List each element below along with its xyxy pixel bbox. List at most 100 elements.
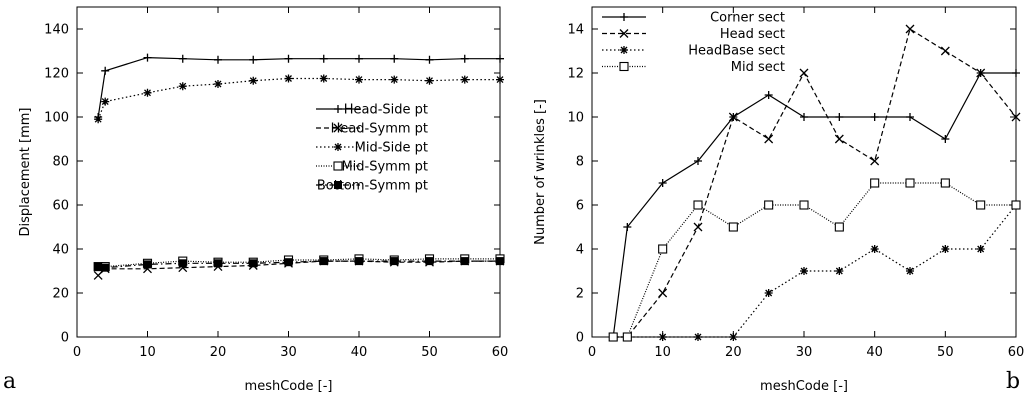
- data-point: [694, 157, 702, 165]
- series-line: [613, 182, 1016, 338]
- data-point: [460, 257, 469, 266]
- legend-marker: [620, 46, 628, 54]
- data-point: [694, 333, 702, 341]
- data-point: [319, 257, 328, 266]
- data-point: [906, 267, 914, 275]
- data-point: [355, 54, 363, 63]
- data-point: [800, 267, 808, 275]
- data-point: [941, 245, 950, 253]
- data-point: [940, 178, 950, 188]
- x-tick-label: 30: [280, 345, 297, 360]
- legend-marker: [334, 181, 342, 189]
- data-point: [178, 259, 187, 268]
- x-tick-label: 50: [937, 345, 954, 360]
- series-line: [97, 77, 500, 120]
- data-point: [214, 80, 222, 88]
- series-head-side-pt: [94, 53, 504, 121]
- y-tick-label: 6: [576, 199, 584, 214]
- data-point: [693, 200, 703, 210]
- y-axis-label: Displacement [mm]: [18, 108, 33, 237]
- data-point: [101, 263, 110, 272]
- data-point: [870, 156, 880, 166]
- data-point: [940, 46, 950, 56]
- legend-marker: [334, 105, 342, 113]
- x-tick-label: 20: [725, 345, 742, 360]
- series-head-symm-pt: [93, 256, 505, 280]
- y-tick-label: 120: [44, 67, 69, 82]
- x-tick-label: 40: [351, 345, 368, 360]
- data-point: [425, 76, 434, 85]
- legend-marker: [619, 61, 629, 72]
- series-bottom-symm-pt: [94, 257, 504, 272]
- data-point: [249, 259, 258, 268]
- data-point: [941, 135, 950, 143]
- data-point: [1012, 69, 1020, 77]
- data-point: [608, 332, 618, 342]
- y-tick-label: 4: [576, 243, 584, 258]
- x-tick-label: 10: [139, 345, 156, 360]
- data-point: [623, 223, 632, 231]
- y-tick-label: 14: [567, 23, 584, 38]
- data-point: [658, 244, 668, 254]
- data-point: [390, 257, 399, 266]
- x-tick-label: 60: [1008, 345, 1025, 360]
- data-point: [835, 267, 844, 275]
- y-tick-label: 10: [567, 111, 584, 126]
- x-tick-label: 20: [210, 345, 227, 360]
- data-point: [800, 113, 808, 121]
- data-point: [425, 257, 434, 266]
- data-point: [143, 88, 152, 97]
- data-point: [355, 75, 363, 84]
- data-point: [976, 200, 986, 210]
- data-point: [214, 259, 222, 268]
- data-point: [460, 54, 469, 63]
- chart-b: 0 10 20 30 40 50 60 0 2 4 6 8 10 12 14 meshCode [-] Numb…: [533, 6, 1025, 394]
- data-point: [496, 54, 504, 63]
- data-point: [799, 68, 809, 78]
- data-point: [693, 222, 703, 232]
- legend-label: Mid sect: [731, 60, 785, 75]
- data-point: [284, 258, 293, 267]
- series-corner-sect: [609, 69, 1020, 341]
- x-axis-label: meshCode [-]: [760, 379, 848, 394]
- data-point: [178, 54, 187, 63]
- data-point: [284, 74, 293, 83]
- legend-marker: [333, 161, 343, 171]
- panel-label: a: [3, 369, 16, 394]
- y-tick-label: 100: [44, 111, 69, 126]
- plot-frame: [591, 6, 1017, 338]
- data-point: [249, 76, 258, 85]
- data-point: [319, 54, 328, 63]
- data-point: [93, 270, 103, 280]
- data-point: [249, 55, 258, 64]
- data-point: [1011, 112, 1021, 122]
- legend-label: Mid-Side pt: [355, 141, 428, 156]
- series-line: [612, 72, 1016, 338]
- data-point: [460, 75, 469, 84]
- data-point: [355, 257, 363, 266]
- x-tick-label: 50: [421, 345, 438, 360]
- x-tick-label: 60: [492, 345, 509, 360]
- data-point: [729, 333, 738, 341]
- data-point: [764, 91, 773, 99]
- data-point: [728, 222, 738, 232]
- legend-label: Head sect: [720, 27, 785, 42]
- series-mid-sect: [608, 178, 1021, 342]
- y-tick-label: 20: [52, 287, 69, 302]
- legend-label: HeadBase sect: [688, 44, 785, 59]
- y-tick-label: 12: [567, 67, 584, 82]
- data-point: [905, 178, 915, 188]
- data-point: [178, 82, 187, 91]
- x-tick-label: 30: [796, 345, 813, 360]
- chart-a: 0 10 20 30 40 50 60 0 20 40 60 80 100 120 140 meshCode …: [3, 6, 509, 394]
- data-point: [764, 134, 774, 144]
- data-point: [834, 134, 844, 144]
- y-tick-label: 140: [44, 23, 69, 38]
- data-point: [906, 113, 914, 121]
- legend-label: Head-Symm pt: [331, 122, 428, 137]
- panel-label: b: [1006, 369, 1020, 394]
- y-tick-label: 80: [52, 155, 69, 170]
- series-headbase-sect: [609, 201, 1020, 341]
- y-axis-label: Number of wrinkles [-]: [533, 99, 548, 245]
